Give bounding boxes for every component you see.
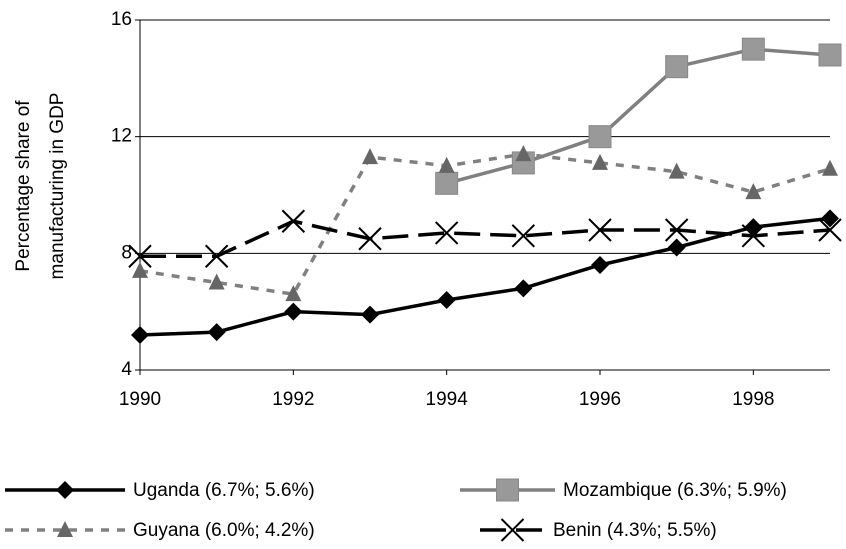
marker bbox=[132, 261, 148, 278]
marker bbox=[741, 224, 766, 248]
marker bbox=[744, 218, 763, 237]
legend-item: Guyana (6.0%; 4.2%) bbox=[5, 520, 315, 541]
y-tick-label: 16 bbox=[111, 9, 132, 30]
marker bbox=[128, 244, 152, 268]
marker bbox=[821, 209, 839, 228]
marker bbox=[131, 326, 149, 344]
marker bbox=[56, 481, 74, 499]
series-line bbox=[140, 219, 831, 258]
x-tick-label: 1994 bbox=[426, 389, 469, 410]
marker bbox=[362, 148, 378, 165]
legend-label: Benin (4.3%; 5.5%) bbox=[553, 520, 717, 541]
marker bbox=[588, 125, 612, 149]
marker bbox=[204, 244, 229, 268]
series-line bbox=[446, 47, 831, 186]
series-line bbox=[139, 152, 831, 297]
legend-item: Benin (4.3%; 5.5%) bbox=[480, 518, 717, 542]
marker bbox=[665, 55, 689, 79]
marker bbox=[434, 221, 459, 245]
x-tick-label: 1998 bbox=[732, 389, 774, 410]
x-tick-label: 1992 bbox=[272, 389, 314, 410]
marker bbox=[667, 238, 686, 257]
marker bbox=[591, 256, 609, 274]
legend-label: Guyana (6.0%; 4.2%) bbox=[133, 520, 315, 541]
marker bbox=[588, 218, 612, 242]
marker bbox=[515, 145, 532, 162]
y-tick-label: 4 bbox=[121, 359, 132, 380]
legend-label: Uganda (6.7%; 5.6%) bbox=[133, 480, 315, 501]
marker bbox=[818, 43, 842, 67]
legend-item: Uganda (6.7%; 5.6%) bbox=[5, 480, 315, 501]
marker bbox=[358, 227, 382, 251]
y-axis-label: manufacturing in GDP bbox=[47, 93, 68, 280]
marker bbox=[668, 162, 685, 179]
y-tick-label: 8 bbox=[121, 242, 132, 263]
marker bbox=[511, 224, 536, 248]
x-tick-label: 1990 bbox=[119, 389, 161, 410]
y-tick-label: 12 bbox=[111, 126, 132, 147]
legend-item: Mozambique (6.3%; 5.9%) bbox=[460, 478, 787, 502]
y-axis-label: Percentage share of bbox=[13, 100, 34, 272]
marker bbox=[207, 323, 226, 342]
marker bbox=[496, 478, 519, 502]
marker bbox=[57, 521, 73, 537]
marker bbox=[361, 305, 379, 324]
marker bbox=[745, 183, 762, 200]
marker bbox=[818, 218, 842, 242]
marker bbox=[822, 159, 838, 176]
marker bbox=[500, 518, 525, 542]
x-tick-label: 1996 bbox=[579, 389, 621, 410]
series-line bbox=[139, 216, 831, 337]
marker bbox=[435, 171, 459, 195]
marker bbox=[438, 156, 455, 173]
marker bbox=[281, 209, 306, 233]
marker bbox=[741, 37, 765, 61]
marker bbox=[664, 218, 689, 242]
marker bbox=[592, 153, 608, 170]
marker bbox=[284, 302, 303, 321]
marker bbox=[437, 291, 456, 309]
marker bbox=[285, 285, 302, 302]
marker bbox=[514, 279, 533, 298]
legend-label: Mozambique (6.3%; 5.9%) bbox=[563, 480, 787, 501]
marker bbox=[208, 273, 225, 290]
